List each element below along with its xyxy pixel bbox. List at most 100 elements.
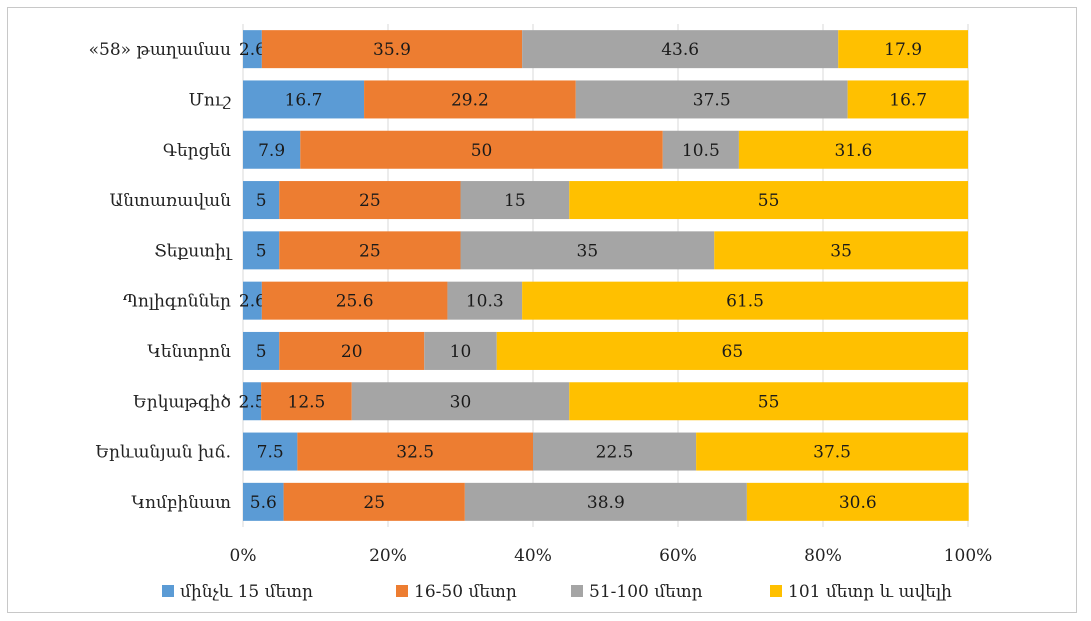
data-label: 5.6 bbox=[250, 493, 277, 513]
data-label: 17.9 bbox=[884, 40, 922, 60]
bar-segment bbox=[243, 482, 284, 521]
bar-segment bbox=[575, 80, 848, 119]
bar-segment bbox=[847, 80, 969, 119]
data-label: 30.6 bbox=[839, 493, 877, 513]
bar-segment bbox=[838, 30, 968, 69]
bar-segment bbox=[424, 331, 497, 370]
data-label: 5 bbox=[256, 342, 267, 362]
data-label: 65 bbox=[722, 342, 744, 362]
bar-segment bbox=[351, 382, 570, 421]
category-label: Տեքստիլ bbox=[154, 241, 232, 261]
bar-segment bbox=[243, 382, 262, 421]
x-tick-label: 20% bbox=[369, 546, 407, 566]
data-label: 35 bbox=[577, 241, 599, 261]
data-label: 22.5 bbox=[596, 443, 634, 463]
bar-segment bbox=[300, 130, 663, 169]
data-label: 12.5 bbox=[288, 392, 326, 412]
legend: մինչև 15 մետր 16-50 մետր 51-100 մետր 101 մե… bbox=[162, 582, 952, 602]
bar-segment bbox=[496, 331, 968, 370]
x-tick-label: 40% bbox=[514, 546, 552, 566]
data-label: 29.2 bbox=[451, 90, 489, 110]
bar-segment bbox=[533, 432, 697, 471]
data-label: 20 bbox=[341, 342, 363, 362]
bar-segment bbox=[261, 30, 523, 69]
category-label: Մուշ bbox=[189, 90, 232, 110]
category-label: Երկաթգիծ bbox=[133, 392, 231, 412]
legend-label: 51-100 մետր bbox=[589, 582, 703, 602]
legend-label: մինչև 15 մետր bbox=[180, 582, 313, 602]
bar-segment bbox=[243, 281, 262, 320]
data-label: 7.9 bbox=[258, 141, 285, 161]
legend-swatch bbox=[396, 585, 408, 597]
data-label: 55 bbox=[758, 392, 780, 412]
data-label: 37.5 bbox=[693, 90, 731, 110]
data-label: 10.3 bbox=[466, 292, 504, 312]
data-label: 16.7 bbox=[889, 90, 927, 110]
x-tick-label: 0% bbox=[230, 546, 257, 566]
data-label: 16.7 bbox=[285, 90, 323, 110]
category-label: Կենտրոն bbox=[147, 342, 231, 362]
legend-label: 101 մետր և ավելի bbox=[788, 582, 952, 602]
bar-segment bbox=[243, 80, 365, 119]
data-label: 35.9 bbox=[373, 40, 411, 60]
bar-segment bbox=[283, 482, 465, 521]
data-label: 2.6 bbox=[239, 292, 266, 312]
data-label: 2.6 bbox=[239, 40, 266, 60]
legend-swatch bbox=[571, 585, 583, 597]
category-label: Երևանյան խճ. bbox=[95, 443, 231, 463]
bar-segment bbox=[279, 181, 461, 220]
legend-swatch bbox=[162, 585, 174, 597]
bar-segment bbox=[569, 382, 968, 421]
category-label: «58» թաղամաս bbox=[89, 40, 231, 60]
bar-segment bbox=[746, 482, 969, 521]
bar-segment bbox=[243, 30, 262, 69]
bar-segment bbox=[261, 382, 352, 421]
data-label: 61.5 bbox=[726, 292, 764, 312]
category-labels: «58» թաղամաս Մուշ Գերցեն Անտառավան Տեքստիլ Պո… bbox=[89, 40, 233, 513]
category-label: Գերցեն bbox=[163, 141, 231, 161]
bar-segment bbox=[460, 181, 570, 220]
data-label: 10.5 bbox=[682, 141, 720, 161]
data-label: 55 bbox=[758, 191, 780, 211]
data-label: 25 bbox=[359, 241, 381, 261]
data-label: 25 bbox=[363, 493, 385, 513]
legend-label: 16-50 մետր bbox=[414, 582, 517, 602]
data-label: 5 bbox=[256, 191, 267, 211]
data-label: 31.6 bbox=[835, 141, 873, 161]
data-label: 15 bbox=[504, 191, 526, 211]
data-label: 32.5 bbox=[396, 443, 434, 463]
data-label: 7.5 bbox=[257, 443, 284, 463]
bar-segment bbox=[522, 281, 968, 320]
bar-segment bbox=[714, 231, 968, 270]
data-label: 30 bbox=[450, 392, 472, 412]
bar-segment bbox=[738, 130, 968, 169]
category-label: Կոմբինատ bbox=[131, 493, 231, 513]
data-label: 25.6 bbox=[336, 292, 374, 312]
data-label: 35 bbox=[830, 241, 852, 261]
data-label: 5 bbox=[256, 241, 267, 261]
bar-segment bbox=[243, 130, 301, 169]
legend-swatch bbox=[770, 585, 782, 597]
bar-segment bbox=[569, 181, 968, 220]
x-tick-label: 100% bbox=[944, 546, 993, 566]
bar-segment bbox=[364, 80, 576, 119]
bar-segment bbox=[243, 432, 298, 471]
bar-segment bbox=[243, 331, 280, 370]
bar-segment bbox=[696, 432, 968, 471]
x-tick-label: 60% bbox=[659, 546, 697, 566]
data-label: 25 bbox=[359, 191, 381, 211]
bar-segment bbox=[662, 130, 739, 169]
x-axis-ticks: 0% 20% 40% 60% 80% 100% bbox=[230, 546, 993, 566]
data-label: 10 bbox=[450, 342, 472, 362]
bar-segment bbox=[279, 331, 425, 370]
data-label: 50 bbox=[471, 141, 493, 161]
bar-segment bbox=[522, 30, 839, 69]
data-label: 38.9 bbox=[587, 493, 625, 513]
bar-segment bbox=[297, 432, 533, 471]
bar-segment bbox=[243, 231, 280, 270]
data-label: 2.5 bbox=[239, 392, 266, 412]
bar-segment bbox=[243, 181, 280, 220]
bar-segment bbox=[261, 281, 448, 320]
x-tick-label: 80% bbox=[804, 546, 842, 566]
